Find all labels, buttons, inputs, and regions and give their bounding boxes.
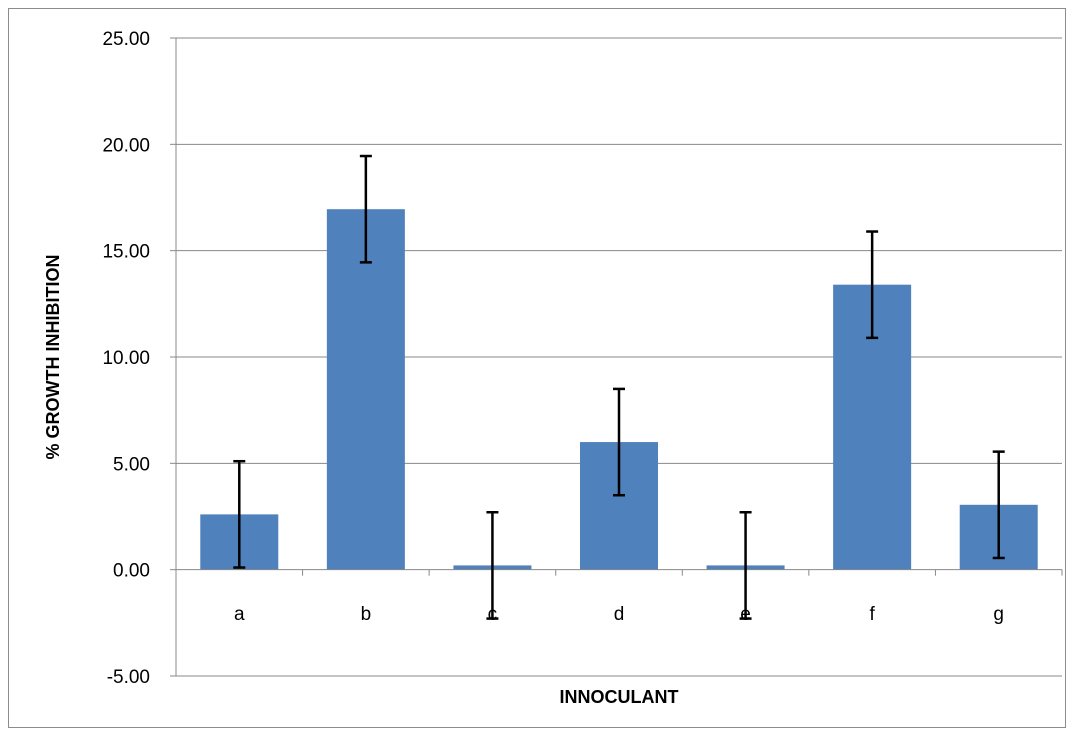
x-tick-label: g	[993, 604, 1004, 625]
gridlines	[176, 37, 1062, 677]
y-tick-label: 15.00	[102, 242, 150, 263]
y-axis-title: % GROWTH INHIBITION	[43, 255, 63, 460]
error-bar-e	[739, 510, 752, 620]
x-axis-title: INNOCULANT	[560, 687, 679, 707]
error-bar-f	[866, 230, 879, 340]
y-tick-label: 0.00	[113, 561, 150, 582]
x-tick-label: d	[614, 604, 625, 625]
y-tick-label: 25.00	[102, 29, 150, 50]
x-tick-label: e	[740, 604, 751, 625]
x-tick-labels: a b c d e f g	[234, 604, 1004, 625]
bar-b	[326, 209, 405, 570]
y-tick-label: -5.00	[107, 667, 150, 688]
axes	[170, 37, 1063, 677]
x-tick-label: a	[234, 604, 245, 625]
error-bar-c	[486, 510, 499, 620]
x-tick-label: f	[870, 604, 876, 625]
error-bar-d	[613, 387, 625, 497]
y-tick-labels: -5.00 0.00 5.00 10.00 15.00 20.00 25.00	[102, 29, 150, 688]
y-tick-label: 20.00	[102, 135, 150, 156]
error-bar-a	[233, 459, 246, 569]
x-tick-label: b	[361, 604, 372, 625]
error-bar-g	[992, 450, 1005, 560]
y-tick-label: 5.00	[113, 454, 150, 475]
error-bars	[233, 154, 1005, 620]
error-bar-b	[359, 154, 372, 264]
y-tick-label: 10.00	[102, 348, 150, 369]
x-tick-label: c	[488, 604, 498, 625]
